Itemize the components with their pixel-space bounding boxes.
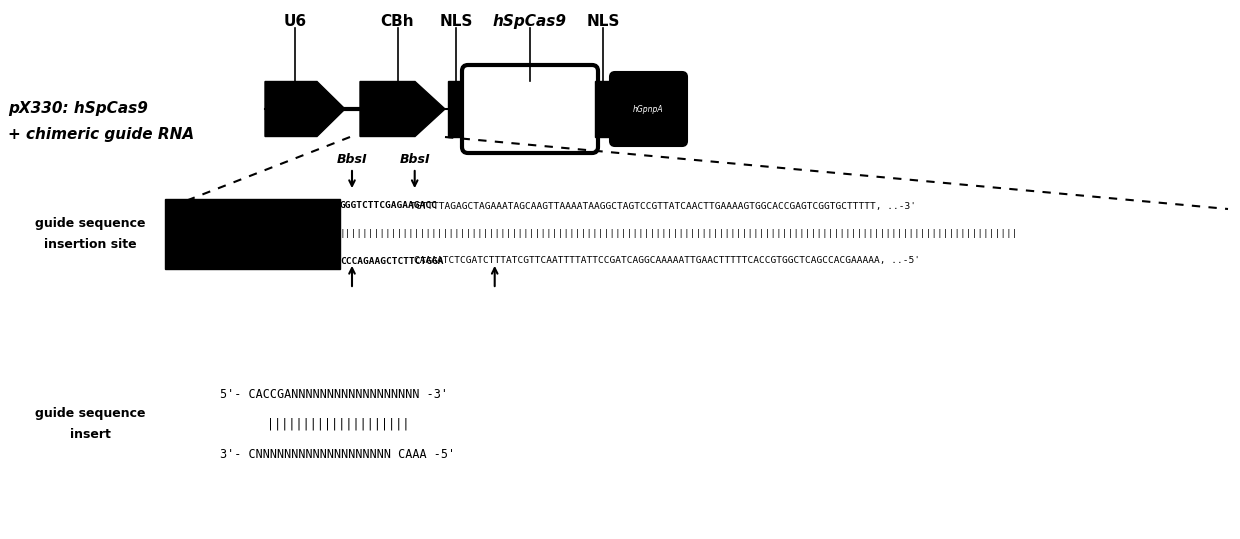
Text: guide sequence
insertion site: guide sequence insertion site	[35, 217, 145, 251]
Bar	[165, 199, 340, 269]
Text: BbsI: BbsI	[399, 153, 430, 166]
Text: CAAAATCTCGATCTTTATCGTTCAATTTTATTCCGATCAGGCAAAAATTGAACTTTTTCACCGTGGCTCAGCCACGAAAA: CAAAATCTCGATCTTTATCGTTCAATTTTATTCCGATCAG…	[414, 257, 920, 266]
Text: CCCAGAAGCTCTTCTGGA: CCCAGAAGCTCTTCTGGA	[340, 257, 444, 266]
Text: GGGTCTTCGAGAAGACC: GGGTCTTCGAGAAGACC	[340, 202, 438, 211]
Text: CBh: CBh	[381, 14, 414, 29]
Text: 3'- CNNNNNNNNNNNNNNNNNNN CAAA -5': 3'- CNNNNNNNNNNNNNNNNNNN CAAA -5'	[219, 447, 455, 460]
Text: hSpCas9: hSpCas9	[494, 14, 567, 29]
Text: 5'- ...: 5'- ...	[291, 201, 335, 211]
Text: pX330: hSpCas9: pX330: hSpCas9	[7, 101, 148, 116]
FancyArrow shape	[265, 81, 345, 136]
Text: ||||||||||||||||||||||||||||||||||||||||||||||||||||||||||||||||||||||||||||||||: ||||||||||||||||||||||||||||||||||||||||…	[340, 230, 1018, 238]
FancyBboxPatch shape	[610, 72, 687, 146]
Text: + chimeric guide RNA: + chimeric guide RNA	[7, 127, 195, 142]
Bar	[448, 81, 465, 137]
Bar	[595, 81, 613, 137]
Text: BbsI: BbsI	[337, 153, 367, 166]
Text: guide sequence
insert: guide sequence insert	[35, 407, 145, 441]
Text: TGTTTTAGAGCTAGAAATAGCAAGTTAAAATAAGGCTAGTCCGTTATCAACTTGAAAAGTGGCACCGAGTCGGTGCTTTT: TGTTTTAGAGCTAGAAATAGCAAGTTAAAATAAGGCTAGT…	[409, 202, 915, 211]
Text: ||||||||||||||||||||: ||||||||||||||||||||	[267, 418, 409, 431]
FancyArrow shape	[360, 81, 445, 136]
Text: NLS: NLS	[587, 14, 620, 29]
Text: 5'- CACCGANNNNNNNNNNNNNNNNNN -3': 5'- CACCGANNNNNNNNNNNNNNNNNN -3'	[219, 388, 448, 400]
Text: U6: U6	[284, 14, 306, 29]
Text: hGpnpA: hGpnpA	[634, 105, 663, 114]
FancyBboxPatch shape	[463, 65, 598, 153]
Text: 3'- ...: 3'- ...	[291, 256, 335, 266]
Text: NLS: NLS	[439, 14, 472, 29]
